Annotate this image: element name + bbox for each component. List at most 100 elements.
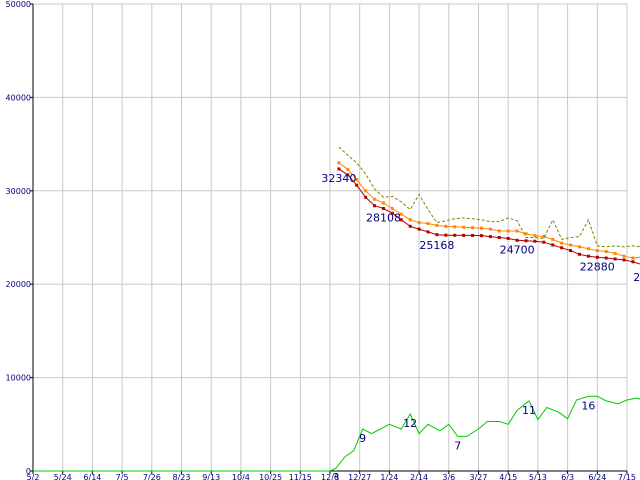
- data-label: 3: [332, 471, 339, 480]
- series-point-price-main: [381, 206, 385, 210]
- series-point-price-avg: [355, 178, 359, 182]
- x-tick-label: 3/27: [470, 473, 488, 480]
- chart-data-labels: 32340 28108 25168 24700 22880 21750 3 9 12 7 11 16: [321, 172, 640, 480]
- series-point-price-avg: [506, 229, 510, 233]
- series-point-price-main: [631, 260, 635, 264]
- series-point-price-main: [355, 183, 359, 187]
- data-label: 32340: [321, 172, 356, 185]
- series-point-price-main: [408, 224, 412, 228]
- x-tick-label: 6/14: [83, 473, 101, 480]
- series-point-price-avg: [426, 221, 430, 225]
- y-tick-label: 0: [26, 467, 31, 476]
- series-point-price-avg: [435, 223, 439, 227]
- series-point-price-avg: [346, 167, 350, 171]
- data-label: 9: [359, 432, 366, 445]
- data-label: 12: [403, 417, 417, 430]
- series-point-price-main: [444, 233, 448, 237]
- x-tick-label: 10/25: [259, 473, 282, 480]
- series-point-price-main: [569, 249, 573, 253]
- series-point-price-avg: [364, 189, 368, 193]
- series-point-price-avg: [399, 212, 403, 216]
- series-point-price-avg: [453, 225, 457, 229]
- series-point-price-main: [399, 218, 403, 222]
- series-point-price-avg: [417, 221, 421, 225]
- series-point-price-main: [462, 233, 466, 237]
- chart-grid: [33, 3, 628, 471]
- series-point-price-avg: [586, 247, 590, 251]
- series-point-price-avg: [577, 245, 581, 249]
- series-point-price-avg: [497, 229, 501, 233]
- series-point-price-avg: [373, 197, 377, 201]
- series-point-price-main: [551, 243, 555, 247]
- series-point-price-avg: [471, 226, 475, 230]
- series-point-price-main: [577, 252, 581, 256]
- series-point-price-main: [524, 239, 528, 243]
- series-point-price-main: [471, 233, 475, 237]
- data-label: 24700: [500, 243, 535, 256]
- series-point-price-avg: [444, 224, 448, 228]
- series-point-price-main: [560, 246, 564, 250]
- series-point-price-avg: [595, 249, 599, 253]
- data-label: 7: [454, 439, 461, 452]
- series-point-price-main: [337, 167, 341, 171]
- series-point-price-main: [373, 204, 377, 208]
- x-axis-tick-labels: 5/2 5/24 6/14 7/5 7/26 8/23 9/13 10/4 10/25 11/15…: [27, 473, 636, 480]
- series-point-price-main: [613, 257, 617, 261]
- y-tick-label: 10000: [6, 374, 31, 383]
- y-tick-label: 40000: [6, 93, 31, 102]
- x-tick-label: 6/3: [561, 473, 574, 480]
- series-point-price-avg: [524, 232, 528, 236]
- series-point-price-avg: [560, 241, 564, 245]
- series-point-price-main: [435, 233, 439, 237]
- x-tick-label: 7/26: [143, 473, 161, 480]
- x-tick-label: 7/5: [116, 473, 129, 480]
- series-point-price-main: [426, 230, 430, 234]
- series-point-price-avg: [390, 207, 394, 211]
- x-tick-label: 8/23: [173, 473, 191, 480]
- series-point-price-avg: [613, 251, 617, 255]
- series-point-price-avg: [515, 229, 519, 233]
- y-tick-label: 50000: [6, 0, 31, 9]
- series-point-price-main: [417, 227, 421, 231]
- data-label: 28108: [366, 211, 401, 224]
- data-label: 22880: [580, 260, 615, 273]
- series-point-price-avg: [631, 256, 635, 260]
- series-point-price-main: [364, 195, 368, 199]
- series-point-price-avg: [381, 201, 385, 205]
- chart-series: [33, 146, 640, 472]
- series-point-price-main: [497, 236, 501, 239]
- x-tick-label: 12/27: [348, 473, 371, 480]
- x-tick-label: 11/15: [289, 473, 312, 480]
- series-point-price-avg: [542, 235, 546, 239]
- series-point-price-main: [595, 255, 599, 259]
- series-line-price-max: [338, 146, 640, 248]
- data-label: 11: [522, 404, 536, 417]
- data-label: 25168: [419, 239, 454, 252]
- x-tick-label: 1/24: [380, 473, 398, 480]
- series-point-price-main: [515, 238, 519, 242]
- x-tick-label: 6/24: [588, 473, 606, 480]
- series-point-price-main: [479, 234, 483, 238]
- y-tick-label: 30000: [6, 187, 31, 196]
- x-tick-label: 5/2: [27, 473, 40, 480]
- data-label: 16: [581, 399, 595, 412]
- series-point-price-avg: [337, 161, 341, 165]
- series-point-price-main: [604, 256, 608, 260]
- x-tick-label: 3/6: [442, 473, 455, 480]
- series-point-price-main: [346, 173, 350, 177]
- series-point-price-main: [453, 233, 457, 237]
- series-point-price-main: [533, 239, 537, 243]
- series-point-price-avg: [533, 234, 537, 238]
- y-axis-tick-labels: 0 10000 20000 30000 40000 50000: [6, 0, 31, 476]
- series-point-price-main: [488, 235, 492, 239]
- series-point-price-main: [506, 236, 510, 240]
- series-point-price-avg: [488, 227, 492, 231]
- series-line-count: [33, 395, 640, 472]
- x-tick-label: 7/15: [618, 473, 636, 480]
- series-point-price-avg: [551, 237, 555, 241]
- series-point-price-avg: [408, 218, 412, 222]
- series-point-price-main: [390, 211, 394, 215]
- x-tick-label: 2/14: [410, 473, 428, 480]
- series-point-price-avg: [622, 254, 626, 258]
